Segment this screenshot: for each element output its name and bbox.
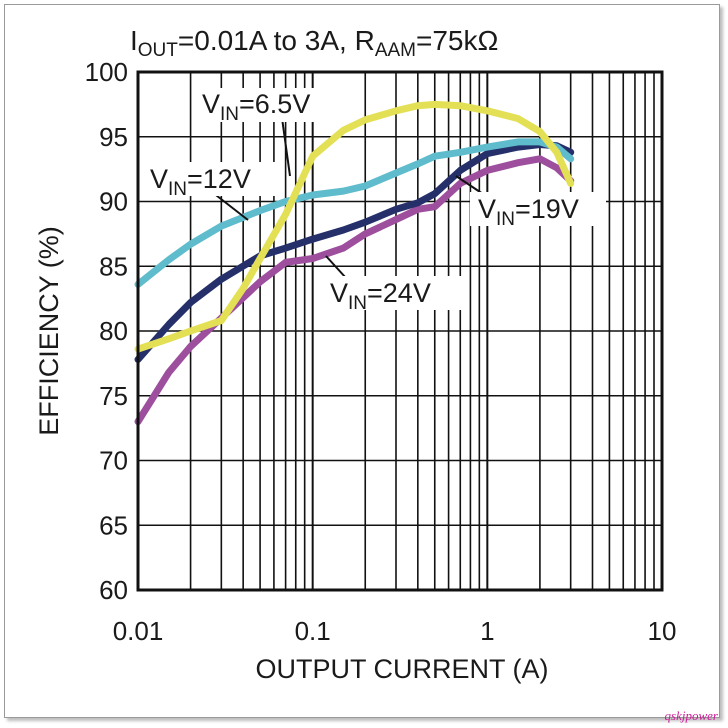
series-label-bg-v12 xyxy=(144,162,280,196)
y-tick-label: 90 xyxy=(99,187,128,217)
y-axis-label: EFFICIENCY (%) xyxy=(34,226,64,436)
series-leader-v24 xyxy=(325,255,347,279)
y-tick-label: 75 xyxy=(99,381,128,411)
y-tick-label: 65 xyxy=(99,510,128,540)
x-tick-label: 0.1 xyxy=(295,616,331,646)
y-tick-label: 80 xyxy=(99,316,128,346)
series-label-v65: VIN=6.5V xyxy=(202,89,310,125)
chart-title: IOUT=0.01A to 3A, RAAM=75kΩ xyxy=(130,25,498,61)
watermark: qskjpower xyxy=(664,708,718,723)
series-label-v19: VIN=19V xyxy=(478,194,579,230)
grid xyxy=(138,72,662,590)
series-label-v12: VIN=12V xyxy=(150,164,251,200)
series-labels: VIN=24V VIN=19V VIN=12V VIN=6.5V xyxy=(144,88,606,314)
series-label-bg-v65 xyxy=(194,88,334,122)
y-tick-label: 100 xyxy=(85,57,128,87)
series-leader-v12 xyxy=(211,191,249,221)
title-i-sub: OUT xyxy=(138,40,179,61)
series-leader-v65 xyxy=(281,117,291,177)
x-axis-label: OUTPUT CURRENT (A) xyxy=(255,654,548,684)
series-line-v12 xyxy=(134,138,575,288)
x-tick-label: 10 xyxy=(648,616,677,646)
y-tick-label: 85 xyxy=(99,251,128,281)
series-label-bg-v19 xyxy=(470,192,606,226)
series-label-bg-v24 xyxy=(322,276,464,310)
title-r-sub: AAM xyxy=(375,40,416,61)
title-r-val: =75kΩ xyxy=(416,25,498,56)
title-range: =0.01A to 3A, R xyxy=(178,25,375,56)
y-tick-label: 95 xyxy=(99,122,128,152)
series-line-v65 xyxy=(134,100,575,353)
y-tick-label: 70 xyxy=(99,446,128,476)
ticks: 0.01 0.1 1 10 60 65 70 75 80 85 90 95 100 xyxy=(85,57,677,646)
series-label-v24: VIN=24V xyxy=(330,278,431,314)
x-tick-label: 1 xyxy=(480,616,494,646)
x-tick-label: 0.01 xyxy=(113,616,164,646)
plot-border xyxy=(136,70,664,592)
y-tick-label: 60 xyxy=(99,575,128,605)
series-layer xyxy=(134,100,575,426)
title-i: I xyxy=(130,25,138,56)
series-line-v19 xyxy=(134,141,575,363)
